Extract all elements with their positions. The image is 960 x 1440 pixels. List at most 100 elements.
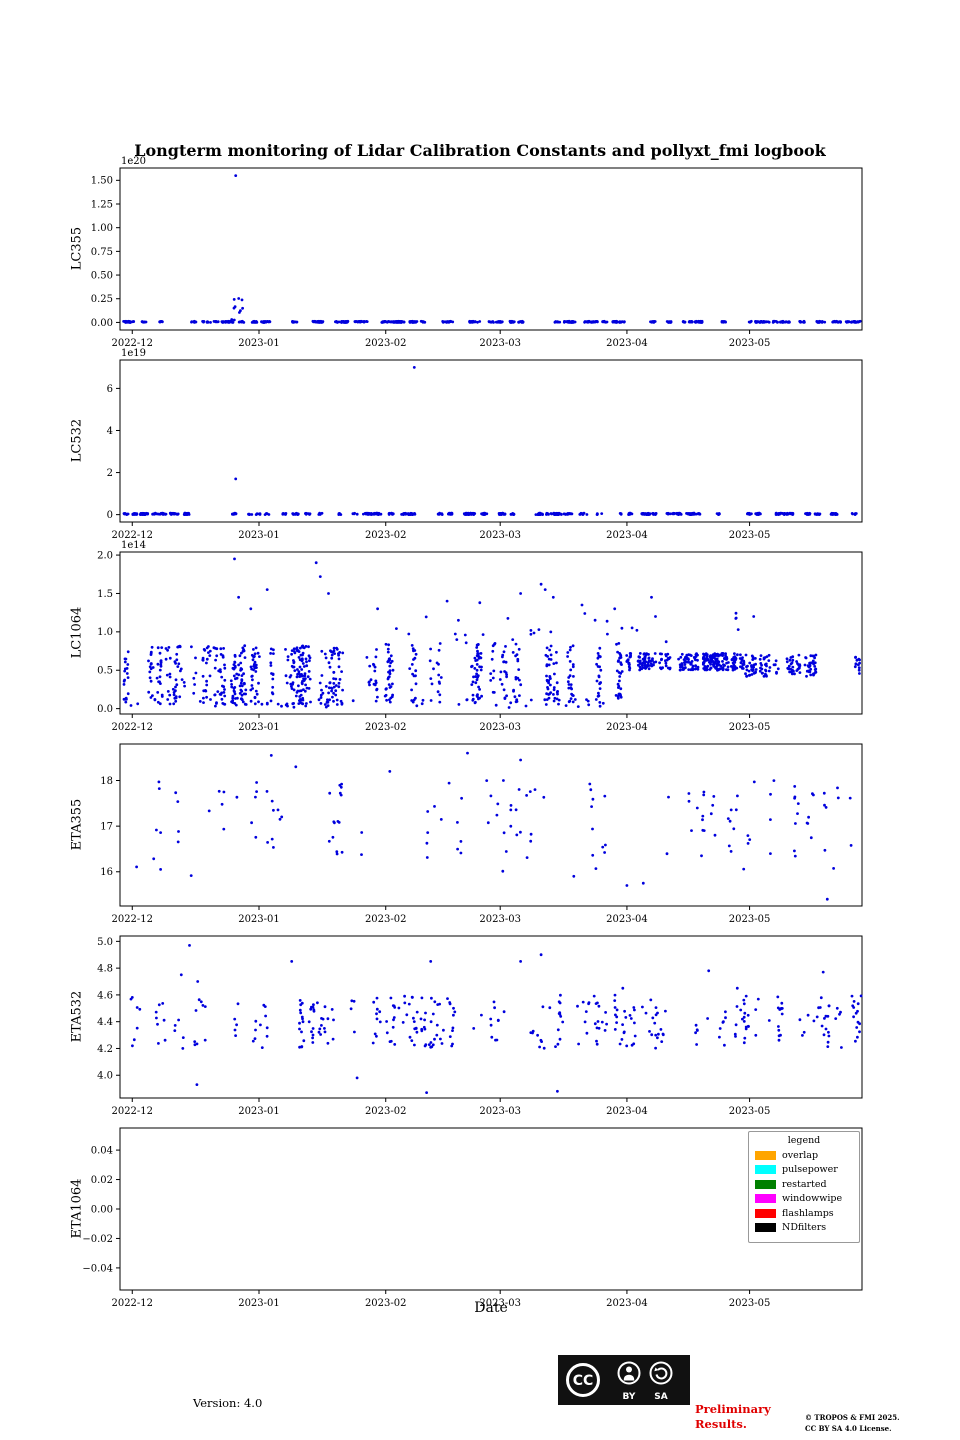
- svg-text:2023-03: 2023-03: [479, 1106, 521, 1117]
- svg-text:−0.02: −0.02: [82, 1234, 113, 1245]
- by-person-body: [623, 1374, 635, 1381]
- y-axis-label-lc1064: LC1064: [69, 606, 85, 659]
- svg-text:2023-05: 2023-05: [729, 530, 771, 541]
- cc-logo-text: CC: [573, 1373, 594, 1389]
- svg-text:5.0: 5.0: [97, 937, 113, 948]
- legend-label: overlap: [782, 1149, 819, 1161]
- svg-text:2023-02: 2023-02: [365, 722, 407, 733]
- by-person-head: [626, 1366, 632, 1373]
- y-axis-label-lc532: LC532: [69, 418, 85, 463]
- svg-text:0.25: 0.25: [91, 294, 113, 305]
- x-axis-label: Date: [474, 1300, 508, 1316]
- svg-text:4.0: 4.0: [97, 1071, 113, 1082]
- legend-label: NDfilters: [782, 1222, 827, 1233]
- cc-by-sa-badge: CC BY SA: [558, 1355, 690, 1405]
- svg-text:2023-05: 2023-05: [729, 914, 771, 925]
- svg-text:0.04: 0.04: [91, 1145, 113, 1156]
- preliminary-results-note: Preliminary Results.: [695, 1402, 771, 1432]
- svg-text:2023-04: 2023-04: [606, 530, 648, 541]
- svg-text:2023-05: 2023-05: [729, 338, 771, 349]
- svg-text:2023-01: 2023-01: [238, 914, 280, 925]
- legend-label: windowwipe: [782, 1193, 843, 1204]
- svg-text:2023-03: 2023-03: [479, 722, 521, 733]
- svg-text:2023-05: 2023-05: [729, 1298, 771, 1309]
- svg-text:2023-02: 2023-02: [365, 338, 407, 349]
- svg-text:2023-03: 2023-03: [479, 914, 521, 925]
- svg-text:0.50: 0.50: [91, 270, 113, 281]
- svg-text:2023-02: 2023-02: [365, 530, 407, 541]
- svg-text:2023-03: 2023-03: [479, 1298, 521, 1309]
- svg-text:2023-04: 2023-04: [606, 722, 648, 733]
- svg-text:2023-02: 2023-02: [365, 1298, 407, 1309]
- svg-text:2023-04: 2023-04: [606, 1106, 648, 1117]
- svg-text:2023-02: 2023-02: [365, 1106, 407, 1117]
- y-axis-label-eta532: ETA532: [69, 990, 85, 1043]
- cc-logo-icon: [566, 1363, 600, 1397]
- copyright-line1: © TROPOS & FMI 2025.: [805, 1413, 900, 1422]
- svg-text:2022-12: 2022-12: [111, 530, 153, 541]
- svg-text:2023-01: 2023-01: [238, 530, 280, 541]
- svg-text:0.00: 0.00: [91, 1204, 113, 1215]
- page-title: Longterm monitoring of Lidar Calibration…: [134, 141, 826, 160]
- preliminary-line2: Results.: [695, 1416, 747, 1431]
- legend-item-pulsepower: pulsepower: [755, 1164, 853, 1175]
- svg-text:2023-01: 2023-01: [238, 338, 280, 349]
- legend: legend overlap pulsepower restarted wind…: [748, 1131, 860, 1243]
- copyright-line2: CC BY SA 4.0 License.: [805, 1423, 892, 1433]
- svg-text:1.25: 1.25: [91, 199, 113, 210]
- legend-swatch-ndfilters: [755, 1223, 776, 1232]
- legend-label: pulsepower: [782, 1164, 838, 1175]
- badge-by-label: BY: [623, 1392, 636, 1402]
- svg-text:2023-05: 2023-05: [729, 722, 771, 733]
- svg-text:2023-01: 2023-01: [238, 1106, 280, 1117]
- svg-text:2023-02: 2023-02: [365, 914, 407, 925]
- svg-text:2022-12: 2022-12: [111, 338, 153, 349]
- svg-text:4.6: 4.6: [97, 990, 113, 1001]
- svg-text:4: 4: [107, 426, 113, 437]
- version-text: Version: 4.0: [193, 1396, 263, 1410]
- svg-text:1e14: 1e14: [121, 540, 146, 551]
- svg-text:2.0: 2.0: [97, 550, 113, 561]
- svg-text:0.5: 0.5: [97, 666, 113, 677]
- svg-text:2022-12: 2022-12: [111, 914, 153, 925]
- svg-text:2022-12: 2022-12: [111, 1298, 153, 1309]
- svg-text:2023-05: 2023-05: [729, 1106, 771, 1117]
- svg-text:2023-03: 2023-03: [479, 530, 521, 541]
- y-axis-label-eta1064: ETA1064: [69, 1178, 85, 1239]
- legend-label: flashlamps: [782, 1207, 834, 1219]
- legend-swatch-pulsepower: [755, 1165, 776, 1174]
- svg-text:4.4: 4.4: [97, 1017, 113, 1028]
- svg-text:−0.04: −0.04: [82, 1263, 113, 1274]
- svg-text:1.50: 1.50: [91, 176, 113, 187]
- svg-text:16: 16: [100, 867, 113, 878]
- sa-arrow-icon: [655, 1367, 668, 1380]
- legend-swatch-windowwipe: [755, 1194, 776, 1203]
- svg-text:6: 6: [107, 384, 113, 395]
- svg-text:0: 0: [107, 510, 113, 521]
- svg-text:4.2: 4.2: [97, 1044, 113, 1055]
- legend-item-flashlamps: flashlamps: [755, 1208, 853, 1219]
- legend-item-windowwipe: windowwipe: [755, 1193, 853, 1204]
- svg-text:2023-04: 2023-04: [606, 914, 648, 925]
- legend-swatch-overlap: [755, 1150, 776, 1160]
- svg-text:2023-03: 2023-03: [479, 338, 521, 349]
- by-person-icon: [617, 1361, 641, 1385]
- svg-text:0.02: 0.02: [91, 1175, 113, 1186]
- svg-text:0.0: 0.0: [97, 704, 113, 715]
- legend-item-restarted: restarted: [755, 1179, 853, 1190]
- svg-text:2022-12: 2022-12: [111, 722, 153, 733]
- legend-item-overlap: overlap: [755, 1150, 853, 1161]
- y-axis-label-lc355: LC355: [69, 226, 85, 271]
- legend-title: legend: [787, 1135, 821, 1146]
- svg-text:2: 2: [107, 468, 113, 479]
- preliminary-line1: Preliminary: [695, 1402, 771, 1416]
- y-axis-label-eta355: ETA355: [69, 798, 85, 851]
- svg-text:0.00: 0.00: [91, 318, 113, 329]
- sa-arrow-head: [654, 1367, 659, 1372]
- svg-text:2023-04: 2023-04: [606, 1298, 648, 1309]
- svg-text:4.8: 4.8: [97, 964, 113, 975]
- legend-swatch-flashlamps: [755, 1208, 776, 1218]
- svg-text:18: 18: [100, 776, 113, 787]
- svg-text:0.75: 0.75: [91, 247, 113, 258]
